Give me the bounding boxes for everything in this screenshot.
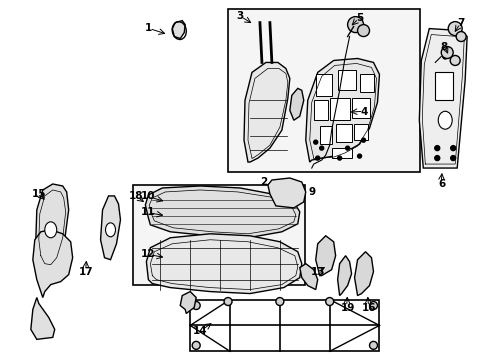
Polygon shape [299, 264, 317, 289]
Circle shape [313, 140, 317, 144]
Polygon shape [36, 184, 68, 270]
Text: 19: 19 [340, 302, 354, 312]
Circle shape [450, 156, 455, 161]
Text: 11: 11 [141, 207, 155, 217]
Bar [313, 100, 327, 120]
Text: 3: 3 [236, 11, 243, 21]
Circle shape [325, 298, 333, 306]
Ellipse shape [45, 222, 57, 238]
Polygon shape [305, 58, 379, 162]
Polygon shape [267, 178, 305, 208]
Circle shape [434, 156, 439, 161]
Text: 1: 1 [144, 23, 152, 33]
Circle shape [455, 32, 465, 41]
Polygon shape [180, 292, 196, 314]
Text: 4: 4 [360, 107, 367, 117]
Circle shape [337, 156, 341, 160]
Polygon shape [244, 62, 289, 162]
Circle shape [447, 22, 461, 36]
Text: 5: 5 [355, 13, 363, 23]
Text: 2: 2 [260, 177, 267, 187]
Text: 16: 16 [362, 302, 376, 312]
Circle shape [275, 298, 283, 306]
Circle shape [224, 298, 232, 306]
Circle shape [357, 154, 361, 158]
Circle shape [369, 302, 377, 310]
Text: 7: 7 [457, 18, 464, 28]
Circle shape [347, 17, 363, 32]
Polygon shape [172, 21, 185, 39]
Polygon shape [146, 234, 301, 293]
Circle shape [192, 341, 200, 349]
Circle shape [450, 146, 455, 150]
Circle shape [440, 46, 452, 58]
Text: 14: 14 [192, 327, 207, 336]
Polygon shape [354, 252, 373, 296]
Bar [351, 98, 369, 118]
Bar [329, 98, 349, 120]
Circle shape [434, 146, 439, 150]
Circle shape [369, 341, 377, 349]
Bar [331, 148, 351, 158]
Polygon shape [31, 298, 55, 339]
Polygon shape [145, 186, 299, 238]
Text: 13: 13 [310, 267, 325, 276]
Circle shape [345, 146, 349, 150]
Bar [315, 75, 331, 96]
Polygon shape [337, 256, 351, 296]
Polygon shape [419, 28, 466, 168]
Polygon shape [33, 230, 73, 298]
Bar [190, 300, 379, 351]
Ellipse shape [437, 111, 451, 129]
Bar [319, 126, 331, 144]
Bar [335, 124, 351, 142]
Circle shape [361, 138, 365, 142]
Bar [337, 71, 355, 90]
Text: 6: 6 [438, 179, 445, 189]
Bar [227, 9, 420, 172]
Circle shape [442, 54, 447, 59]
Bar [434, 72, 452, 100]
Text: 8: 8 [440, 41, 447, 51]
Text: 9: 9 [307, 187, 315, 197]
Polygon shape [315, 236, 335, 276]
Polygon shape [101, 196, 120, 260]
Text: 18: 18 [129, 191, 143, 201]
Text: 10: 10 [141, 191, 155, 201]
Circle shape [319, 146, 323, 150]
Bar [359, 75, 373, 92]
Circle shape [449, 55, 459, 66]
Circle shape [315, 156, 319, 160]
Polygon shape [289, 88, 303, 120]
Text: 17: 17 [79, 267, 94, 276]
Circle shape [357, 24, 369, 37]
Circle shape [192, 302, 200, 310]
Bar [133, 185, 304, 285]
Text: 12: 12 [141, 249, 155, 259]
Bar [353, 124, 367, 140]
Text: 15: 15 [32, 189, 46, 199]
Ellipse shape [105, 223, 115, 237]
